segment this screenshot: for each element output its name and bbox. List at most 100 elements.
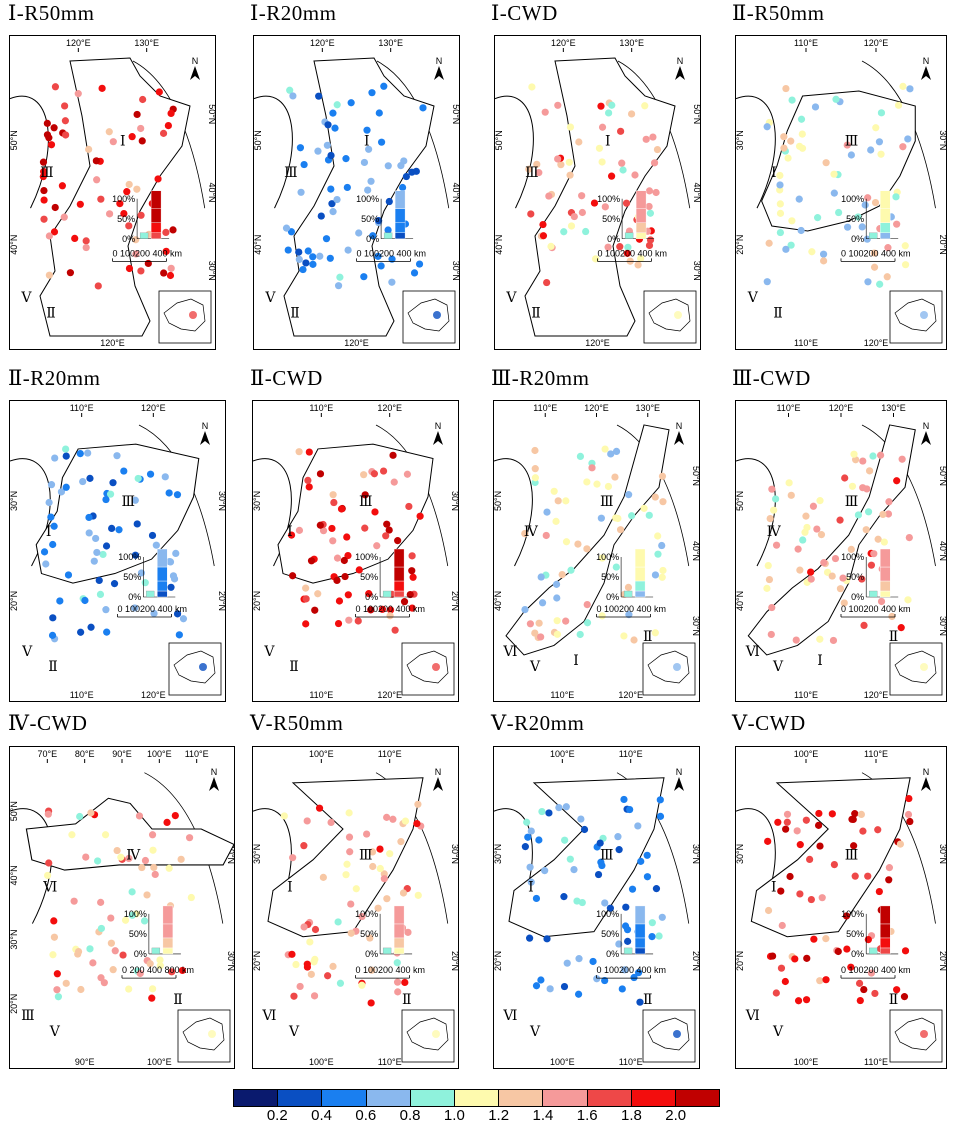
station-dot xyxy=(554,155,562,163)
station-dot xyxy=(138,137,146,145)
inset-bar-segment xyxy=(879,580,891,592)
station-dot xyxy=(622,903,630,911)
station-dot xyxy=(149,846,157,854)
inset-bar-segment xyxy=(634,566,646,582)
station-dot xyxy=(607,172,616,180)
station-dot xyxy=(373,542,381,550)
lat-label: 20°N xyxy=(253,591,262,611)
inset-bar-segment xyxy=(393,947,405,955)
station-dot xyxy=(643,873,652,881)
legend-label: 1.6 xyxy=(576,1107,598,1124)
inset-bar-segment xyxy=(157,548,168,568)
region-label: Ⅲ xyxy=(359,495,373,510)
station-dot xyxy=(330,498,338,507)
region-label: Ⅰ xyxy=(120,135,126,150)
lat-label-right: 30°N xyxy=(938,844,946,864)
station-dot xyxy=(869,452,877,460)
station-dot xyxy=(90,557,98,565)
station-dot xyxy=(851,810,859,818)
station-dot xyxy=(284,246,292,254)
station-dot xyxy=(343,533,351,541)
station-dot xyxy=(40,215,48,223)
region-label: Ⅰ xyxy=(287,525,293,540)
station-dot xyxy=(788,217,796,225)
legend-label: 0.4 xyxy=(311,1107,332,1124)
station-dot xyxy=(414,800,422,808)
legend-label: 1.2 xyxy=(488,1107,510,1124)
station-dot xyxy=(888,612,896,621)
station-dot xyxy=(874,535,882,543)
station-dot xyxy=(768,603,776,612)
station-dot xyxy=(97,898,105,906)
station-dot xyxy=(175,631,183,639)
station-dot xyxy=(42,560,50,568)
map-frame: 120°E 130°E 120°E 50°N 40°N 50°N 40°N 30°N Ⅰ Ⅲ Ⅴ Ⅱ N… xyxy=(253,35,460,350)
inset-bar-segment xyxy=(393,937,405,949)
china-inset-map xyxy=(889,642,943,696)
station-dot xyxy=(874,826,882,834)
station-dot xyxy=(131,551,140,559)
station-dot xyxy=(658,472,667,480)
station-dot xyxy=(61,102,69,110)
station-dot xyxy=(70,897,78,905)
region-label: Ⅱ xyxy=(531,307,541,322)
legend-swatch xyxy=(675,1090,720,1106)
study-region-outline xyxy=(524,57,676,337)
station-dot xyxy=(766,515,774,523)
station-dot xyxy=(819,250,828,258)
china-inset-map xyxy=(889,1009,943,1063)
station-dot xyxy=(74,947,83,956)
station-dot xyxy=(539,232,548,240)
lon-label: 110°E xyxy=(309,403,333,413)
station-dot xyxy=(594,870,603,879)
station-dot xyxy=(49,614,57,622)
station-dot xyxy=(539,220,547,229)
station-dot xyxy=(167,264,175,272)
station-dot xyxy=(896,840,905,848)
lat-label-right: 30°N xyxy=(691,616,699,636)
station-dot xyxy=(875,887,883,896)
station-dot xyxy=(565,158,573,166)
station-dot xyxy=(807,568,815,576)
station-dot xyxy=(648,919,656,927)
station-dot xyxy=(303,817,311,825)
station-dot xyxy=(385,526,393,534)
inset-bar-segment xyxy=(879,566,891,582)
station-dot xyxy=(877,150,885,158)
station-dot xyxy=(177,855,185,863)
station-dot xyxy=(598,123,607,131)
china-inset-map xyxy=(401,642,455,696)
station-dot xyxy=(893,220,901,228)
study-region-outline xyxy=(25,797,234,871)
station-dot xyxy=(148,994,156,1002)
station-dot xyxy=(93,176,101,184)
station-dot xyxy=(295,448,303,456)
station-dot xyxy=(162,228,170,237)
lat-label-right: 30°N xyxy=(451,261,459,281)
inset-axis-label: 100% xyxy=(596,552,619,562)
lat-label: 30°N xyxy=(10,930,19,950)
station-dot xyxy=(304,247,312,255)
station-dot xyxy=(408,604,416,612)
station-dot xyxy=(102,542,111,550)
lat-label: 50°N xyxy=(10,130,19,150)
region-label: Ⅲ xyxy=(40,166,54,181)
panel-title: Ⅰ-R20mm xyxy=(250,1,337,25)
station-dot xyxy=(167,109,175,118)
lat-label: 50°N xyxy=(10,801,19,821)
lon-label: 120°E xyxy=(829,403,854,413)
station-dot xyxy=(173,610,182,618)
station-dot xyxy=(867,969,875,977)
station-dot xyxy=(576,630,584,639)
station-dot xyxy=(552,580,561,588)
inset-bar-segment xyxy=(394,208,406,223)
station-dot xyxy=(378,605,387,613)
station-dot xyxy=(120,209,128,218)
inset-bar-segment xyxy=(393,548,405,568)
station-dot xyxy=(40,186,48,195)
inset-axis-label: 50% xyxy=(846,572,864,582)
station-dot xyxy=(137,211,145,219)
station-dot xyxy=(335,597,344,605)
station-dot xyxy=(906,817,914,826)
station-dot xyxy=(97,974,105,982)
